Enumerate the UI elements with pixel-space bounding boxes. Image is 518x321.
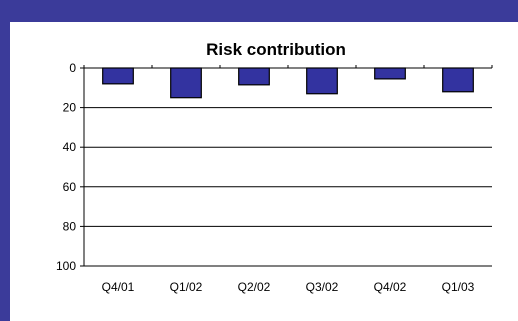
y-tick-label-0: 0 — [69, 61, 76, 75]
x-tick-label-Q1/03: Q1/03 — [442, 280, 475, 294]
bar-Q3/02 — [306, 67, 338, 95]
chart-title: Risk contribution — [206, 40, 346, 59]
x-tick-label-Q1/02: Q1/02 — [170, 280, 203, 294]
bar-Q4/02 — [374, 67, 406, 80]
y-tick-label-60: 60 — [63, 180, 77, 194]
y-tick-labels: 0 20 40 60 80 100 — [56, 61, 76, 273]
x-tick-label-Q4/02: Q4/02 — [374, 280, 407, 294]
bar-Q4/01 — [102, 67, 134, 85]
x-tick-label-Q2/02: Q2/02 — [238, 280, 271, 294]
axes — [80, 65, 493, 267]
slide-left-band — [0, 0, 10, 321]
bar-Q2/02 — [238, 67, 270, 86]
y-tick-label-100: 100 — [56, 259, 76, 273]
bars — [102, 67, 474, 99]
gridlines — [84, 107, 492, 267]
y-tick-label-80: 80 — [63, 219, 77, 233]
y-tick-label-40: 40 — [63, 140, 77, 154]
x-tick-labels: Q4/01 Q1/02 Q2/02 Q3/02 Q4/02 Q1/03 — [102, 280, 475, 294]
bar-Q1/03 — [442, 67, 474, 93]
y-tick-label-20: 20 — [63, 101, 77, 115]
x-tick-label-Q4/01: Q4/01 — [102, 280, 135, 294]
bar-Q1/02 — [170, 67, 202, 99]
x-tick-label-Q3/02: Q3/02 — [306, 280, 339, 294]
slide-top-band — [0, 0, 518, 22]
